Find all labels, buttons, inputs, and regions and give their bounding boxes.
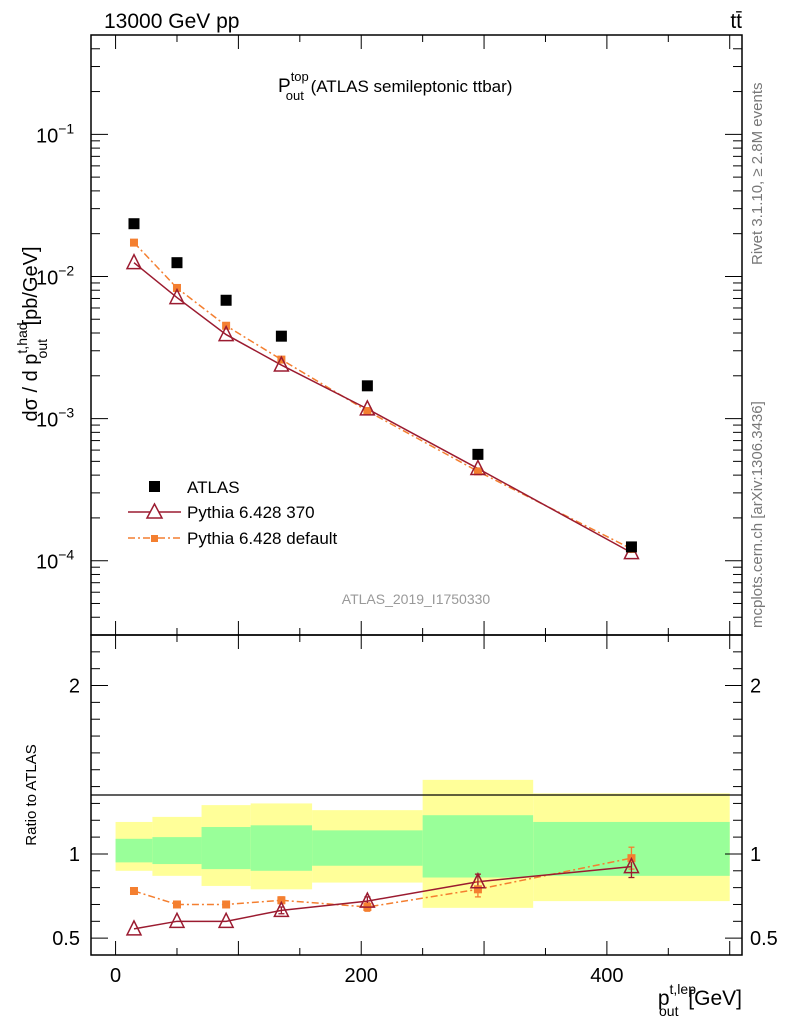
ratio-band-inner (201, 827, 251, 870)
x-label-sup: t,lep (670, 981, 697, 997)
ratio-pythia-default-point (277, 896, 286, 905)
legend-pythia-default-label: Pythia 6.428 default (187, 529, 338, 548)
ratio-bands (115, 779, 730, 908)
atlas-point (128, 218, 140, 230)
y-label-prefix: dσ / d p (20, 354, 42, 422)
main-y-tick-label: 10−2 (36, 262, 74, 289)
ratio-band-inner (152, 837, 202, 865)
ratio-band-inner (115, 838, 153, 863)
ratio-band-inner (312, 830, 423, 866)
ratio-y-tick-label-right: 1 (750, 844, 761, 866)
pythia-default-point (473, 467, 482, 476)
ratio-pythia-default-point (172, 900, 181, 909)
ratio-pythia370-point (217, 911, 235, 929)
ratio-band-inner (422, 815, 534, 878)
ratio-y-tick-label-right: 2 (750, 676, 761, 698)
pythia370-point (359, 399, 376, 416)
pythia-default-point (363, 407, 372, 416)
rivet-label: Rivet 3.1.10, ≥ 2.8M events (749, 83, 766, 266)
ratio-pythia370-point (168, 911, 186, 929)
legend-pythia370-label: Pythia 6.428 370 (187, 503, 315, 522)
legend-pythia-default-marker (151, 535, 158, 542)
plot-title-main: P (278, 76, 291, 97)
x-label-main: p (658, 987, 670, 1010)
ratio-pythia-default-point (222, 900, 231, 909)
atlas-point (625, 541, 637, 553)
plot-title: Ptop out (ATLAS semileptonic ttbar) (278, 69, 512, 103)
legend: ATLAS Pythia 6.428 370 Pythia 6.428 defa… (128, 478, 338, 548)
main-y-tick-label: 10−1 (36, 120, 74, 147)
pythia370-point (469, 458, 487, 476)
x-tick-label: 400 (590, 965, 623, 987)
ratio-panel: 0.5 0.5 1 1 2 2 0 200 400 Ratio to ATLAS pt,lep o… (23, 634, 778, 1019)
ratio-y-tick-label-right: 0.5 (750, 928, 778, 950)
y-axis-label: dσ / d pt,had out [pb/GeV] (14, 246, 50, 421)
x-label-sub: out (659, 1003, 679, 1019)
ratio-y-tick-label-left: 0.5 (52, 928, 80, 950)
main-marks (125, 218, 640, 560)
process-label: tt̄ (730, 10, 742, 33)
ratio-plot-frame (90, 634, 743, 956)
pythia-default-point (129, 238, 138, 247)
y-label-suffix: [pb/GeV] (20, 246, 42, 331)
atlas-point (171, 257, 183, 269)
ratio-pythia-default-point (473, 885, 482, 894)
ratio-pythia370-point (273, 900, 290, 918)
atlas-point (220, 294, 232, 306)
mcplots-label: mcplots.cern.ch [arXiv:1306.3436] (749, 401, 766, 628)
main-panel: 10−1 10−2 10−3 10−4 Ptop out (ATLAS semilept… (14, 34, 743, 636)
atlas-point (361, 380, 373, 392)
ratio-pythia370-point (469, 872, 487, 889)
plot-title-sup: top (291, 69, 309, 84)
main-y-tick-label: 10−3 (36, 405, 74, 432)
legend-pythia370-marker (145, 502, 164, 519)
ratio-y-tick-label-left: 2 (69, 676, 80, 698)
main-y-tick-label: 10−4 (36, 547, 74, 574)
watermark: ATLAS_2019_I1750330 (342, 591, 491, 607)
pythia370-point (168, 287, 186, 305)
atlas-point (275, 330, 287, 342)
x-label-suffix: [GeV] (682, 987, 742, 1010)
energy-label: 13000 GeV pp (104, 10, 239, 33)
pythia370-point (125, 253, 143, 270)
plot-title-rest: (ATLAS semileptonic ttbar) (306, 77, 513, 96)
x-axis-label: pt,lep out [GeV] (658, 981, 742, 1019)
x-tick-label: 0 (110, 965, 121, 987)
pythia370-point (273, 355, 290, 372)
ratio-y-tick-label-left: 1 (69, 844, 80, 866)
ratio-pythia370-point (125, 919, 143, 936)
ratio-pythia370-point (359, 891, 376, 908)
ratio-ticks: 0.5 0.5 1 1 2 2 0 200 400 (52, 634, 778, 987)
atlas-point (472, 448, 484, 460)
ratio-y-label: Ratio to ATLAS (23, 744, 40, 845)
y-label-sup: t,had (14, 322, 30, 353)
plot-title-sub: out (286, 88, 304, 103)
legend-atlas-marker (149, 481, 160, 492)
ratio-pythia370-point (623, 856, 640, 874)
ratio-marks (125, 846, 640, 936)
legend-atlas-label: ATLAS (187, 478, 240, 497)
pythia-default-point (277, 355, 286, 364)
pythia370-point (217, 324, 235, 342)
x-tick-label: 200 (345, 965, 378, 987)
main-ticks: 10−1 10−2 10−3 10−4 (36, 34, 742, 636)
ratio-pythia-default-point (129, 887, 138, 895)
ratio-band-inner (250, 825, 313, 871)
y-label-sub: out (34, 339, 50, 359)
